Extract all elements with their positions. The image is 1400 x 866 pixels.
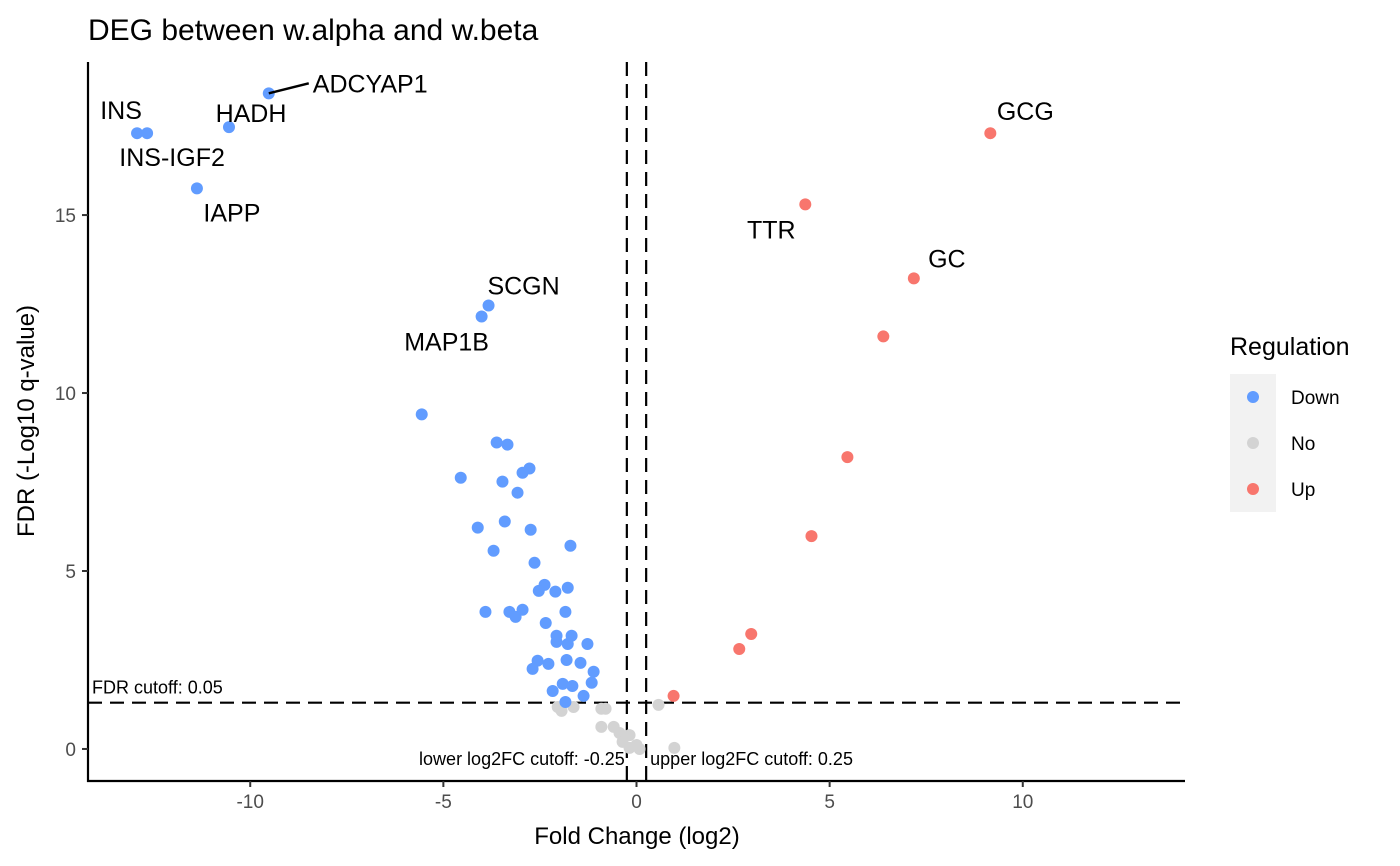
point-down [490, 436, 503, 449]
point-down [479, 605, 492, 618]
point-down [564, 539, 577, 552]
y-tick-label: 15 [55, 206, 76, 227]
point-down [516, 466, 529, 479]
y-tick-label: 10 [55, 384, 76, 405]
point-down [539, 616, 552, 629]
point-down [487, 544, 500, 557]
point-down [550, 635, 563, 648]
gene-label-map1b: MAP1B [404, 328, 489, 356]
point-down [415, 408, 428, 421]
point-up-gcg [984, 127, 997, 140]
gene-label-ttr: TTR [747, 216, 796, 244]
point-up [733, 642, 746, 655]
point-down [546, 684, 559, 697]
legend-label-down: Down [1291, 388, 1340, 409]
point-up [667, 689, 680, 702]
lower-log2fc-cutoff-label: lower log2FC cutoff: -0.25 [419, 749, 625, 769]
point-no [595, 720, 608, 733]
point-down-iapp [190, 182, 203, 195]
gene-label-gc: GC [928, 245, 966, 273]
point-down [549, 585, 562, 598]
point-no [623, 741, 636, 754]
point-down [471, 521, 484, 534]
point-down [511, 486, 524, 499]
point-up [877, 330, 890, 343]
point-down-map1b [475, 310, 488, 323]
x-tick-label: 5 [824, 792, 835, 813]
point-down [561, 637, 574, 650]
point-down [574, 656, 587, 669]
point-down [496, 475, 509, 488]
legend: Regulation Down No Up [1230, 333, 1350, 512]
point-down [566, 679, 579, 692]
point-down [542, 657, 555, 670]
point-down [559, 605, 572, 618]
gene-label-gcg: GCG [997, 98, 1054, 126]
point-down [454, 471, 467, 484]
point-up [745, 627, 758, 640]
label-leader-line [268, 82, 310, 95]
point-down [528, 556, 541, 569]
point-down [559, 695, 572, 708]
point-up [841, 451, 854, 464]
gene-label-ins-igf2: INS-IGF2 [119, 144, 225, 172]
x-tick-label: -5 [435, 792, 452, 813]
point-no [668, 741, 681, 754]
axes: -10 -5 0 5 10 0 5 10 15 [55, 62, 1185, 813]
x-axis-title: Fold Change (log2) [534, 823, 739, 850]
gene-label-scgn: SCGN [487, 272, 559, 300]
point-no [633, 742, 646, 755]
point-up [805, 530, 818, 543]
gene-label-adcyap1: ADCYAP1 [313, 70, 428, 98]
gene-label-ins: INS [100, 97, 142, 125]
legend-key-no [1247, 437, 1259, 449]
point-down [501, 438, 514, 451]
gene-labels: INS INS-IGF2 ADCYAP1 HADH IAPP SCGN MAP1B GCG TT… [100, 70, 1054, 356]
gene-label-hadh: HADH [216, 100, 287, 128]
point-down [524, 523, 537, 536]
point-down [561, 581, 574, 594]
legend-key-down [1247, 391, 1259, 403]
point-down [498, 515, 511, 528]
legend-key-up [1247, 483, 1259, 495]
point-no [599, 702, 612, 715]
x-tick-label: 0 [631, 792, 642, 813]
x-tick-label: -10 [236, 792, 263, 813]
point-down-ins-igf2 [141, 127, 154, 140]
upper-log2fc-cutoff-label: upper log2FC cutoff: 0.25 [650, 749, 853, 769]
point-no [652, 698, 665, 711]
y-axis-title: FDR (-Log10 q-value) [13, 305, 40, 537]
y-tick-label: 0 [65, 740, 76, 761]
point-up-gc [907, 272, 920, 285]
point-down-hadh [222, 121, 235, 134]
y-tick-label: 5 [65, 562, 76, 583]
point-down [577, 689, 590, 702]
x-tick-label: 10 [1012, 792, 1033, 813]
point-down-scgn [482, 299, 495, 312]
point-down [560, 653, 573, 666]
point-down [581, 637, 594, 650]
cutoff-lines: FDR cutoff: 0.05 lower log2FC cutoff: -0.… [88, 62, 1185, 781]
gene-label-iapp: IAPP [203, 199, 260, 227]
point-down [526, 662, 539, 675]
point-down [556, 677, 569, 690]
legend-label-no: No [1291, 434, 1315, 455]
point-down [532, 584, 545, 597]
legend-label-up: Up [1291, 480, 1315, 501]
point-down [516, 603, 529, 616]
fdr-cutoff-label: FDR cutoff: 0.05 [92, 678, 223, 698]
data-points [131, 87, 997, 755]
point-down-ins [131, 127, 144, 140]
point-down [587, 665, 600, 678]
point-up-ttr [799, 198, 812, 211]
chart-title: DEG between w.alpha and w.beta [88, 14, 539, 47]
legend-title: Regulation [1230, 333, 1350, 361]
point-down [585, 676, 598, 689]
